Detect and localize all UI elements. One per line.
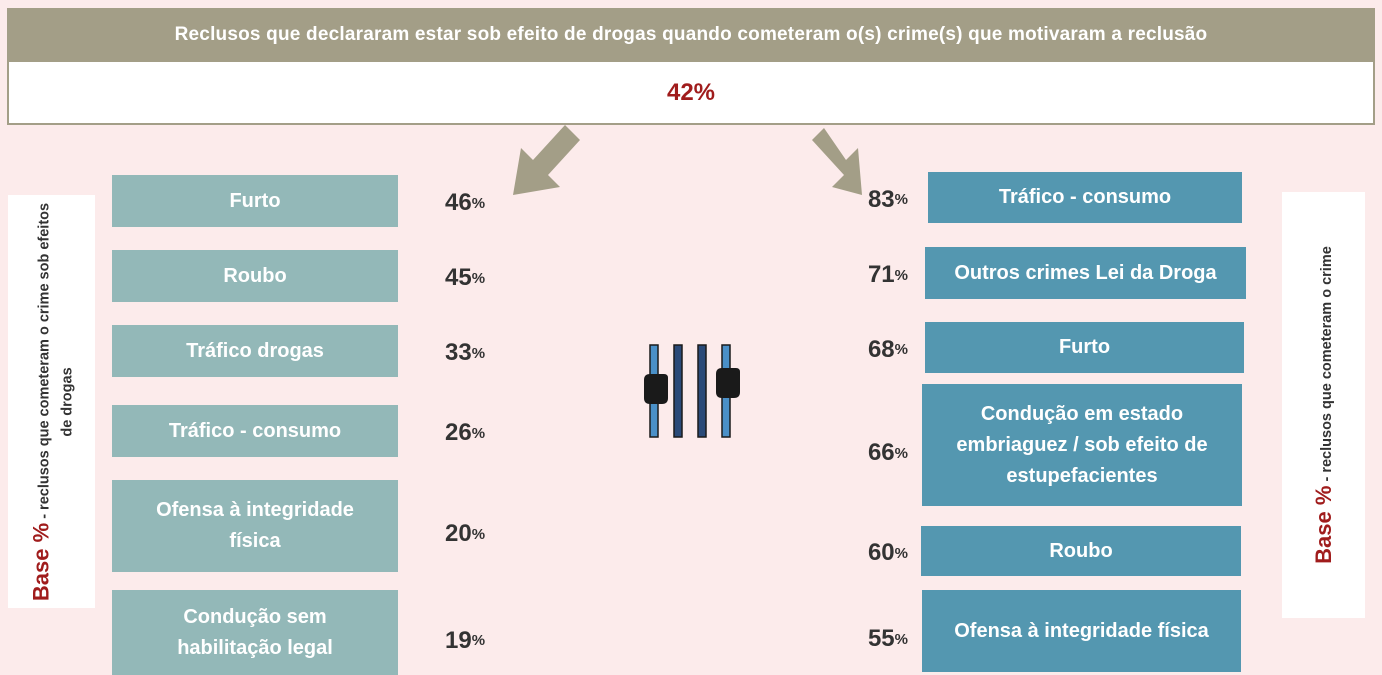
right-percent: 71% bbox=[828, 255, 908, 295]
left-box: Condução sem habilitação legal bbox=[112, 590, 398, 675]
right-label: Tráfico - consumo bbox=[998, 186, 1172, 208]
left-percent: 26% bbox=[445, 413, 485, 453]
left-box: Furto bbox=[112, 175, 398, 227]
left-value: 20 bbox=[445, 520, 472, 547]
right-base-text: - reclusos que cometeram o crime bbox=[1318, 246, 1335, 482]
right-value: 68 bbox=[867, 335, 895, 363]
right-value: 55 bbox=[867, 625, 895, 652]
right-box: Ofensa à integridade física bbox=[922, 590, 1241, 672]
left-label: Condução sem habilitação legal bbox=[177, 605, 333, 659]
right-value: 83 bbox=[867, 185, 895, 213]
left-base-panel: Base % - reclusos que cometeram o crime … bbox=[8, 195, 95, 608]
right-unit: % bbox=[894, 266, 908, 284]
right-percent: 60% bbox=[828, 533, 908, 573]
right-percent: 68% bbox=[828, 330, 908, 370]
right-unit: % bbox=[894, 191, 908, 208]
left-label: Tráfico drogas bbox=[186, 339, 324, 362]
prison-icon bbox=[644, 344, 740, 438]
right-percent: 55% bbox=[828, 619, 908, 659]
right-label: Condução em estado embriaguez / sob efei… bbox=[956, 402, 1208, 487]
title-bar: Reclusos que declararam estar sob efeito… bbox=[7, 8, 1375, 62]
arrow-right bbox=[812, 128, 862, 195]
left-label: Tráfico - consumo bbox=[168, 419, 342, 442]
total-value: 42 bbox=[666, 78, 694, 106]
left-percent: 33% bbox=[445, 333, 485, 373]
left-value: 46 bbox=[445, 189, 472, 216]
right-unit: % bbox=[894, 341, 908, 358]
left-unit: % bbox=[471, 344, 486, 362]
right-value: 66 bbox=[867, 439, 895, 466]
right-base-panel: Base % - reclusos que cometeram o crime bbox=[1282, 192, 1365, 618]
right-percent: 66% bbox=[828, 433, 908, 473]
total: 42% bbox=[667, 79, 715, 107]
right-unit: % bbox=[894, 630, 908, 648]
left-box: Tráfico drogas bbox=[112, 325, 398, 377]
left-unit: % bbox=[471, 525, 486, 543]
total-unit: % bbox=[693, 78, 716, 106]
left-value: 45 bbox=[445, 264, 472, 291]
left-value: 26 bbox=[445, 419, 472, 446]
left-label: Roubo bbox=[223, 264, 287, 287]
left-unit: % bbox=[471, 194, 486, 212]
right-label: Ofensa à integridade física bbox=[954, 619, 1209, 642]
arrow-left bbox=[513, 125, 580, 195]
left-label: Ofensa à integridade física bbox=[156, 499, 354, 552]
left-unit: % bbox=[471, 424, 486, 442]
right-unit: % bbox=[894, 544, 908, 562]
total-box: 42% bbox=[7, 62, 1375, 125]
title: Reclusos que declararam estar sob efeito… bbox=[174, 24, 1208, 45]
left-value: 19 bbox=[445, 626, 472, 654]
left-percent: 20% bbox=[445, 514, 485, 554]
right-value: 60 bbox=[867, 539, 895, 566]
left-percent: 46% bbox=[445, 183, 485, 223]
left-base-text: - reclusos que cometeram o crime sob efe… bbox=[36, 202, 75, 519]
left-base-label: Base % bbox=[28, 522, 54, 601]
left-unit: % bbox=[471, 269, 486, 287]
left-percent: 45% bbox=[445, 258, 485, 298]
left-unit: % bbox=[471, 632, 486, 649]
right-base: Base % - reclusos que cometeram o crime bbox=[1308, 195, 1340, 615]
left-box: Tráfico - consumo bbox=[112, 405, 398, 457]
right-percent: 83% bbox=[828, 180, 908, 220]
left-base: Base % - reclusos que cometeram o crime … bbox=[25, 202, 78, 602]
left-percent: 19% bbox=[445, 621, 485, 661]
right-box: Furto bbox=[925, 322, 1244, 373]
right-label: Furto bbox=[1058, 336, 1111, 358]
right-value: 71 bbox=[867, 261, 895, 288]
right-box: Roubo bbox=[921, 526, 1241, 576]
left-label: Furto bbox=[229, 189, 281, 212]
right-label: Roubo bbox=[1049, 539, 1113, 562]
right-base-label: Base % bbox=[1310, 485, 1336, 564]
left-value: 33 bbox=[445, 339, 472, 366]
right-box: Tráfico - consumo bbox=[928, 172, 1242, 223]
right-label: Outros crimes Lei da Droga bbox=[954, 261, 1217, 284]
left-box: Ofensa à integridade física bbox=[112, 480, 398, 572]
right-box: Outros crimes Lei da Droga bbox=[925, 247, 1246, 299]
right-unit: % bbox=[894, 444, 908, 462]
left-box: Roubo bbox=[112, 250, 398, 302]
right-box: Condução em estado embriaguez / sob efei… bbox=[922, 384, 1242, 506]
